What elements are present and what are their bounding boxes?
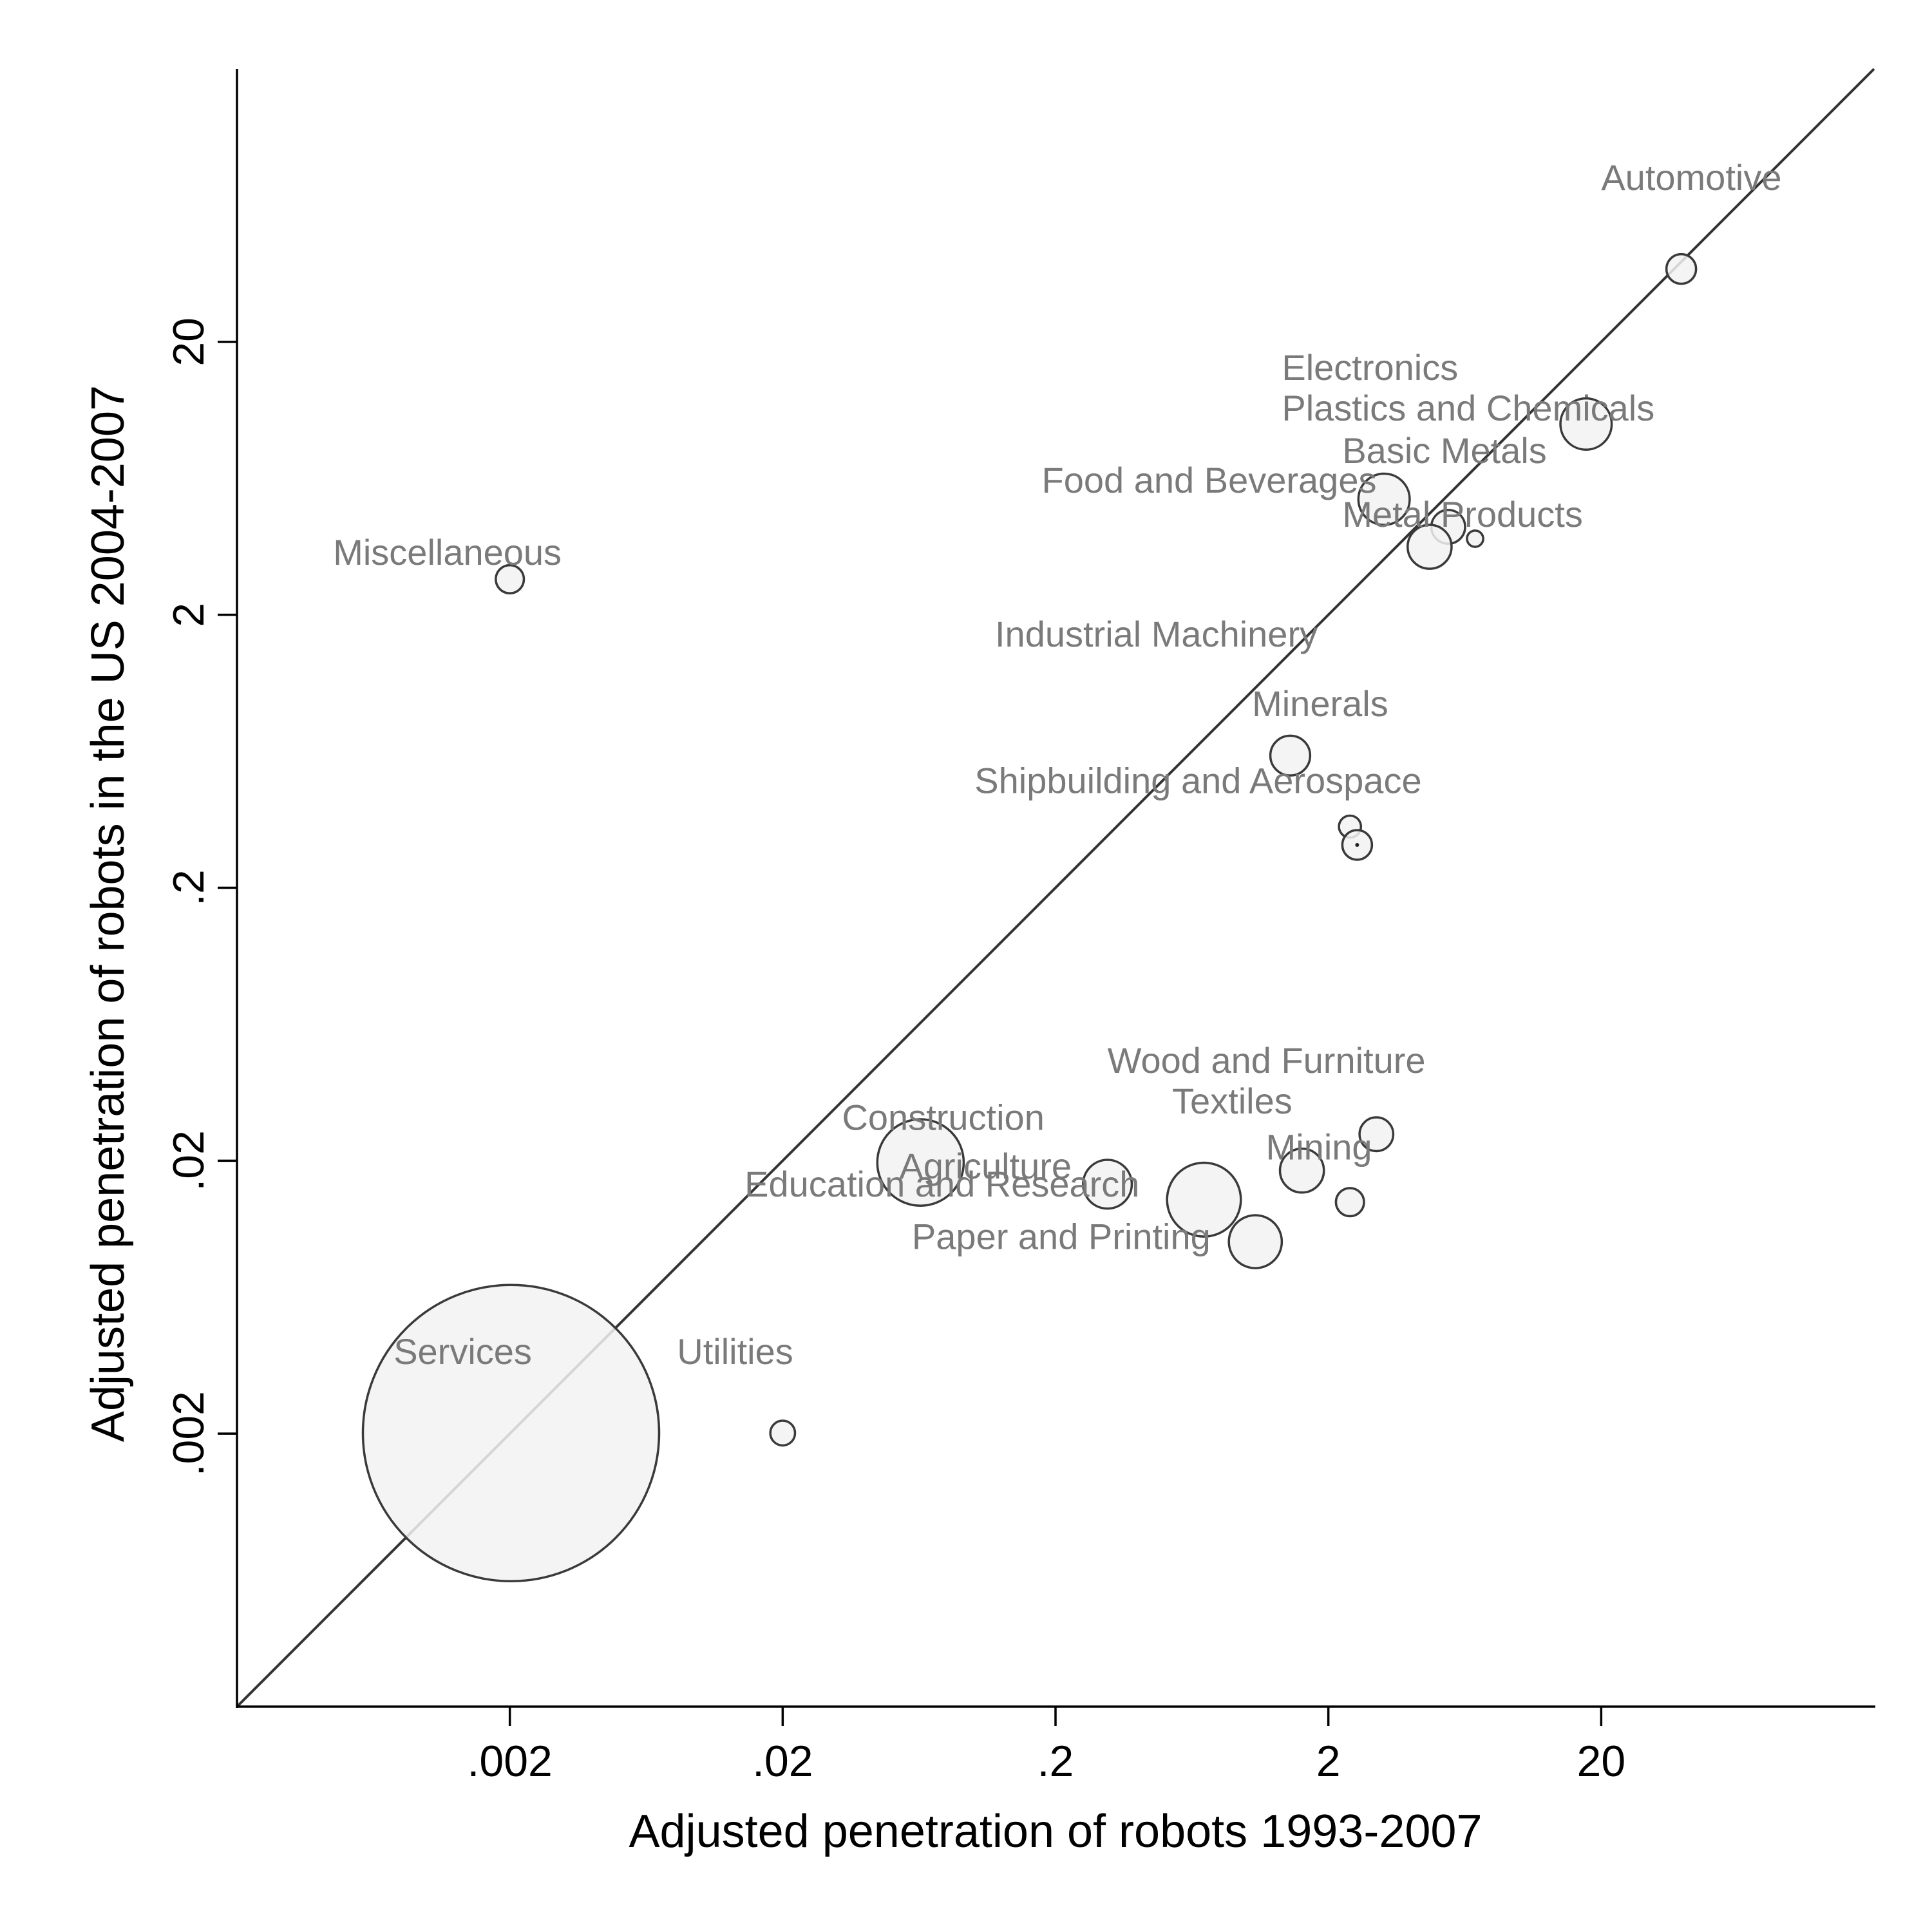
x-axis-ticks: .002 .02 .2 2 20 [467,1707,1625,1786]
bubble-point [1269,734,1312,777]
point-label: Electronics [1282,347,1458,388]
bubble-point [1559,397,1613,451]
x-tick-label: .02 [752,1737,813,1786]
point-label: Automotive [1601,157,1781,198]
point-label: Metal Products [1342,494,1583,535]
y-axis-title: Adjusted penetration of robots in the US… [82,385,134,1442]
bubble-point [361,1283,661,1582]
point-label: Miscellaneous [333,532,562,573]
point-label: Education and Research [744,1164,1139,1204]
bubble-point [769,1419,797,1447]
bubble-center-dot [1355,843,1359,848]
bubble-point [876,1118,965,1207]
x-tick-label: 20 [1577,1737,1626,1786]
bubble-point [1357,472,1411,526]
point-label: Agriculture [899,1146,1072,1186]
bubble-point [1334,1187,1365,1218]
bubble-point [1278,1147,1325,1194]
point-label: Shipbuilding and Aerospace [974,760,1421,800]
y-tick-label: .02 [164,1130,213,1191]
point-label: Industrial Machinery [995,614,1318,654]
y-tick-label: 20 [164,317,213,366]
bubble-point [1665,252,1698,285]
y-tick-label: .002 [164,1391,213,1476]
point-label: Wood and Furniture [1108,1040,1426,1081]
y-tick-label: 2 [164,603,213,627]
bubble-point [495,564,526,594]
bubble-point [1227,1214,1283,1269]
point-label: Textiles [1172,1081,1293,1121]
bubble-layer [361,252,1698,1582]
x-axis-title: Adjusted penetration of robots 1993-2007 [629,1806,1482,1857]
point-label: Construction [842,1097,1044,1138]
x-tick-label: .2 [1037,1737,1074,1786]
axes: .002 .02 .2 2 20 .002 .02 .2 2 20 [164,69,1875,1786]
point-label: Mining [1266,1127,1372,1168]
y-axis-ticks: .002 .02 .2 2 20 [164,317,237,1476]
bubble-point [1406,524,1453,570]
point-label: Food and Beverages [1042,460,1377,500]
bubble-point [1358,1116,1395,1153]
bubble-point [1166,1161,1242,1238]
point-label: Utilities [677,1331,793,1372]
bubble-point [1082,1159,1133,1210]
bubble-point [1466,529,1484,548]
y-tick-label: .2 [164,869,213,906]
point-label: Basic Metals [1342,430,1546,471]
x-tick-label: .002 [467,1737,552,1786]
point-label: Paper and Printing [912,1216,1211,1256]
point-label: Services [393,1331,532,1372]
point-label: Minerals [1252,683,1388,724]
point-label: Plastics and Chemicals [1282,388,1654,428]
x-tick-label: 2 [1316,1737,1341,1786]
